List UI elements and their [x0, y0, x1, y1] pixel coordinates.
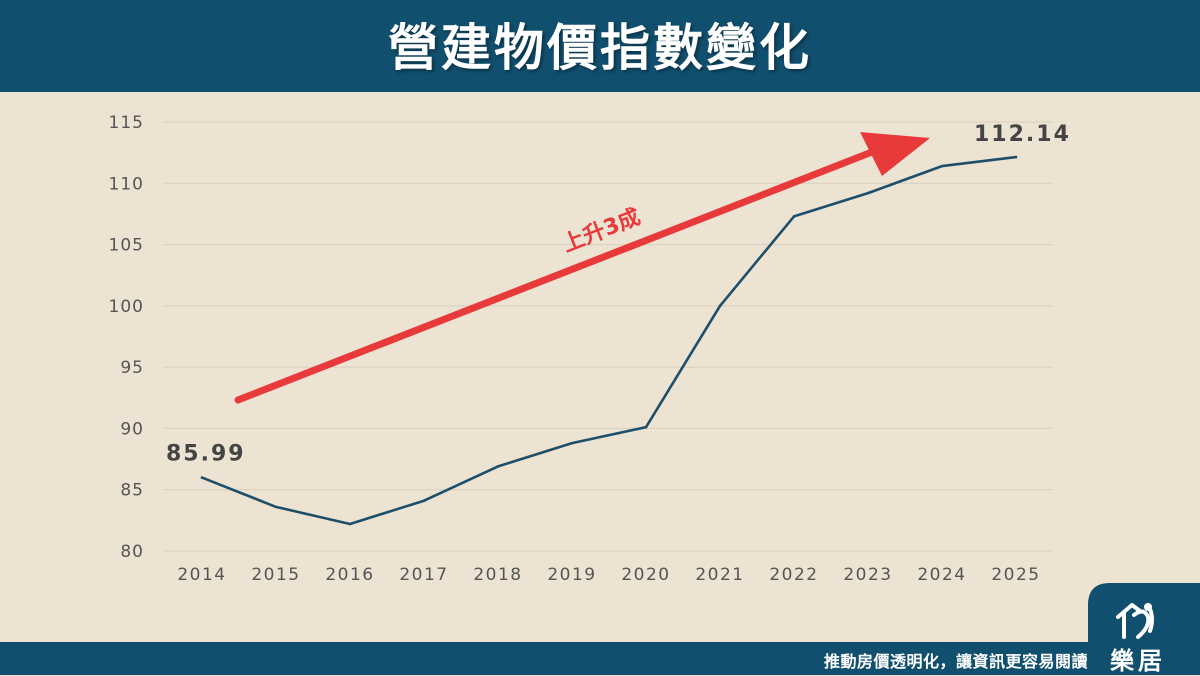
house-silhouette-icon [1116, 603, 1154, 639]
y-tick-layer: 80 85 90 95 100 105 110 115 [109, 113, 144, 562]
y-tick-label: 115 [109, 113, 144, 133]
x-tick-label: 2022 [769, 565, 818, 585]
x-tick-label: 2018 [473, 565, 522, 585]
data-point [570, 441, 574, 445]
x-tick-label: 2014 [177, 565, 226, 585]
header-bar: 營建物價指數變化 [0, 0, 1200, 92]
y-tick-label: 95 [120, 358, 144, 378]
x-tick-label: 2023 [843, 565, 892, 585]
data-point [200, 476, 204, 479]
data-point [274, 505, 278, 509]
y-tick-label: 105 [109, 236, 144, 256]
series-line [200, 155, 1018, 526]
data-label-layer: 85.99 112.14 [166, 122, 1071, 467]
trend-arrow-shaft [234, 148, 876, 404]
footer-slogan: 推動房價透明化，讓資訊更容易閱讀 [823, 652, 1088, 671]
data-point [940, 164, 944, 168]
x-tick-label: 2019 [547, 565, 596, 585]
series-layer [200, 155, 1018, 526]
x-tick-label: 2021 [695, 565, 744, 585]
x-tick-label: 2025 [991, 565, 1040, 585]
trend-arrow-layer: 上升3成 [234, 132, 930, 404]
x-tick-layer: 2014 2015 2016 2017 2018 2019 2020 2021 2022 2023… [177, 565, 1040, 585]
x-tick-label: 2017 [399, 565, 448, 585]
x-tick-label: 2015 [251, 565, 300, 585]
data-point [644, 425, 648, 429]
data-label: 112.14 [974, 122, 1071, 147]
y-tick-label: 90 [120, 419, 144, 439]
data-point [718, 304, 722, 308]
data-point [792, 215, 796, 218]
brand-logo-text: 樂居 [1110, 647, 1166, 675]
chart-area: 80 85 90 95 100 105 110 115 2014 2015 2016 2017 201… [0, 92, 1200, 642]
y-tick-label: 100 [109, 297, 144, 317]
trend-arrow-head [860, 132, 930, 176]
data-point [348, 522, 352, 526]
data-point [422, 499, 426, 503]
x-tick-label: 2016 [325, 565, 374, 585]
footer-bar: 推動房價透明化，讓資訊更容易閱讀 [0, 642, 1200, 675]
brand-logo: 樂居 [1088, 583, 1200, 675]
x-tick-label: 2020 [621, 565, 670, 585]
y-tick-label: 110 [109, 174, 144, 194]
y-tick-label: 80 [120, 542, 144, 562]
data-label: 85.99 [166, 442, 246, 467]
page-title: 營建物價指數變化 [388, 19, 812, 77]
grid-layer [163, 121, 1053, 552]
x-tick-label: 2024 [917, 565, 966, 585]
data-point [866, 191, 870, 195]
data-point [1014, 155, 1018, 159]
data-point [496, 465, 500, 468]
y-tick-label: 85 [120, 481, 144, 501]
